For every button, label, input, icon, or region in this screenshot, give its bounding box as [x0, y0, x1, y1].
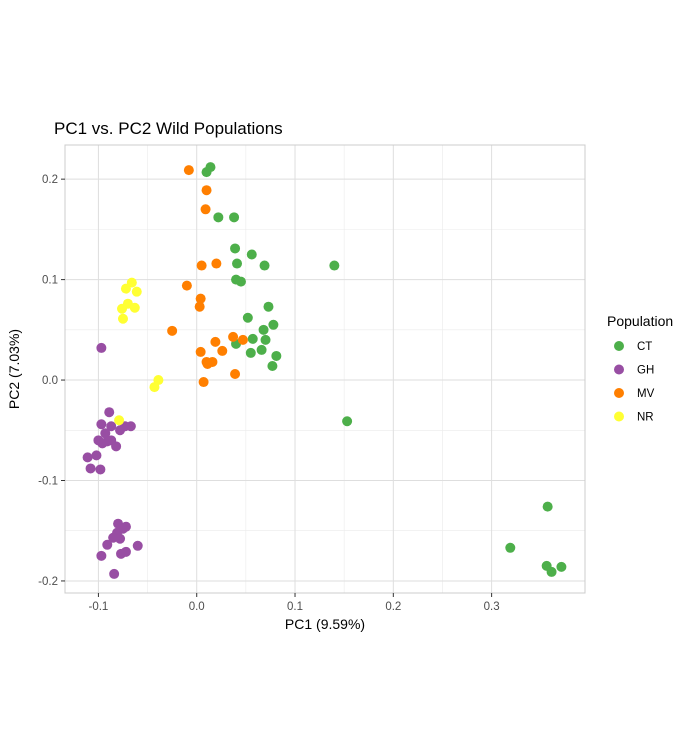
legend-key-nr [614, 411, 624, 422]
point-nr [117, 303, 128, 314]
legend: Population CT GH MV NR [607, 313, 673, 424]
point-ct [235, 276, 246, 287]
chart-title: PC1 vs. PC2 Wild Populations [54, 119, 283, 138]
x-tick-label: 0.0 [189, 601, 205, 613]
legend-key-ct [614, 341, 624, 351]
point-mv [201, 356, 212, 367]
point-ct [546, 566, 557, 577]
point-ct [342, 416, 353, 427]
point-gh [85, 463, 96, 474]
legend-key-gh [614, 364, 624, 375]
point-ct [242, 312, 253, 323]
legend-label-nr: NR [637, 412, 654, 424]
point-nr [120, 283, 131, 294]
point-gh [82, 452, 93, 463]
point-mv [195, 293, 206, 304]
x-axis-title: PC1 (9.59%) [285, 616, 365, 632]
y-tick-label: 0.0 [42, 375, 58, 387]
point-mv [183, 165, 194, 176]
point-gh [104, 407, 115, 418]
point-nr [131, 286, 142, 297]
x-tick-label: -0.1 [89, 601, 109, 613]
point-ct [230, 243, 241, 254]
point-ct [246, 249, 257, 260]
point-gh [132, 540, 143, 551]
point-ct [268, 319, 279, 330]
point-mv [217, 345, 228, 356]
point-gh [102, 539, 113, 550]
point-ct [213, 212, 224, 223]
y-tick-label: -0.1 [38, 475, 58, 487]
point-gh [96, 419, 107, 430]
point-gh [96, 342, 107, 353]
y-tick-label: 0.1 [42, 275, 58, 287]
axis-ticks: -0.1 0.0 0.1 0.2 0.3 -0.2 -0.1 0.0 0.1 0.2 [38, 174, 499, 613]
point-mv [230, 369, 241, 380]
point-mv [228, 331, 239, 342]
legend-items: CT GH MV NR [614, 341, 655, 424]
y-tick-label: 0.2 [42, 174, 58, 186]
point-mv [198, 377, 209, 388]
point-nr [129, 302, 140, 313]
point-mv [167, 325, 178, 336]
x-tick-label: 0.2 [385, 601, 401, 613]
point-gh [106, 421, 117, 432]
point-ct [258, 324, 269, 335]
point-nr [114, 415, 125, 426]
point-mv [201, 185, 212, 196]
point-gh [95, 464, 106, 475]
point-ct [229, 212, 240, 223]
y-tick-label: -0.2 [38, 576, 58, 588]
point-gh [96, 550, 107, 561]
data-points [82, 162, 567, 579]
point-gh [91, 450, 102, 461]
point-nr [117, 313, 128, 324]
point-gh [109, 568, 120, 579]
point-mv [210, 336, 221, 347]
point-gh [115, 533, 126, 544]
point-mv [196, 260, 207, 271]
grid-lines [65, 145, 585, 593]
legend-label-mv: MV [637, 388, 655, 400]
point-ct [329, 260, 340, 271]
point-gh [106, 435, 117, 446]
point-gh [115, 425, 126, 436]
point-gh [100, 428, 111, 439]
legend-label-gh: GH [637, 365, 654, 377]
x-tick-label: 0.3 [484, 601, 500, 613]
point-ct [263, 301, 274, 312]
point-nr [149, 382, 160, 393]
point-ct [271, 350, 282, 361]
point-ct [247, 333, 258, 344]
point-ct [542, 501, 553, 512]
point-ct [205, 162, 216, 173]
point-mv [200, 204, 211, 215]
point-mv [181, 280, 192, 291]
y-axis-title: PC2 (7.03%) [6, 329, 22, 409]
point-ct [259, 260, 270, 271]
point-ct [260, 334, 271, 345]
plot-panel-border [64, 144, 586, 594]
point-ct [256, 344, 267, 355]
point-mv [195, 346, 206, 357]
point-gh [116, 548, 127, 559]
x-tick-label: 0.1 [287, 601, 303, 613]
point-mv [211, 258, 222, 269]
point-ct [505, 542, 516, 553]
legend-key-mv [614, 388, 624, 398]
point-ct [232, 258, 243, 269]
legend-label-ct: CT [637, 341, 652, 353]
point-mv [237, 334, 248, 345]
point-mv [194, 301, 205, 312]
point-ct [556, 561, 567, 572]
point-ct [245, 347, 256, 358]
point-gh [120, 521, 131, 532]
point-gh [125, 421, 136, 432]
point-ct [267, 360, 278, 371]
legend-title: Population [607, 313, 673, 329]
